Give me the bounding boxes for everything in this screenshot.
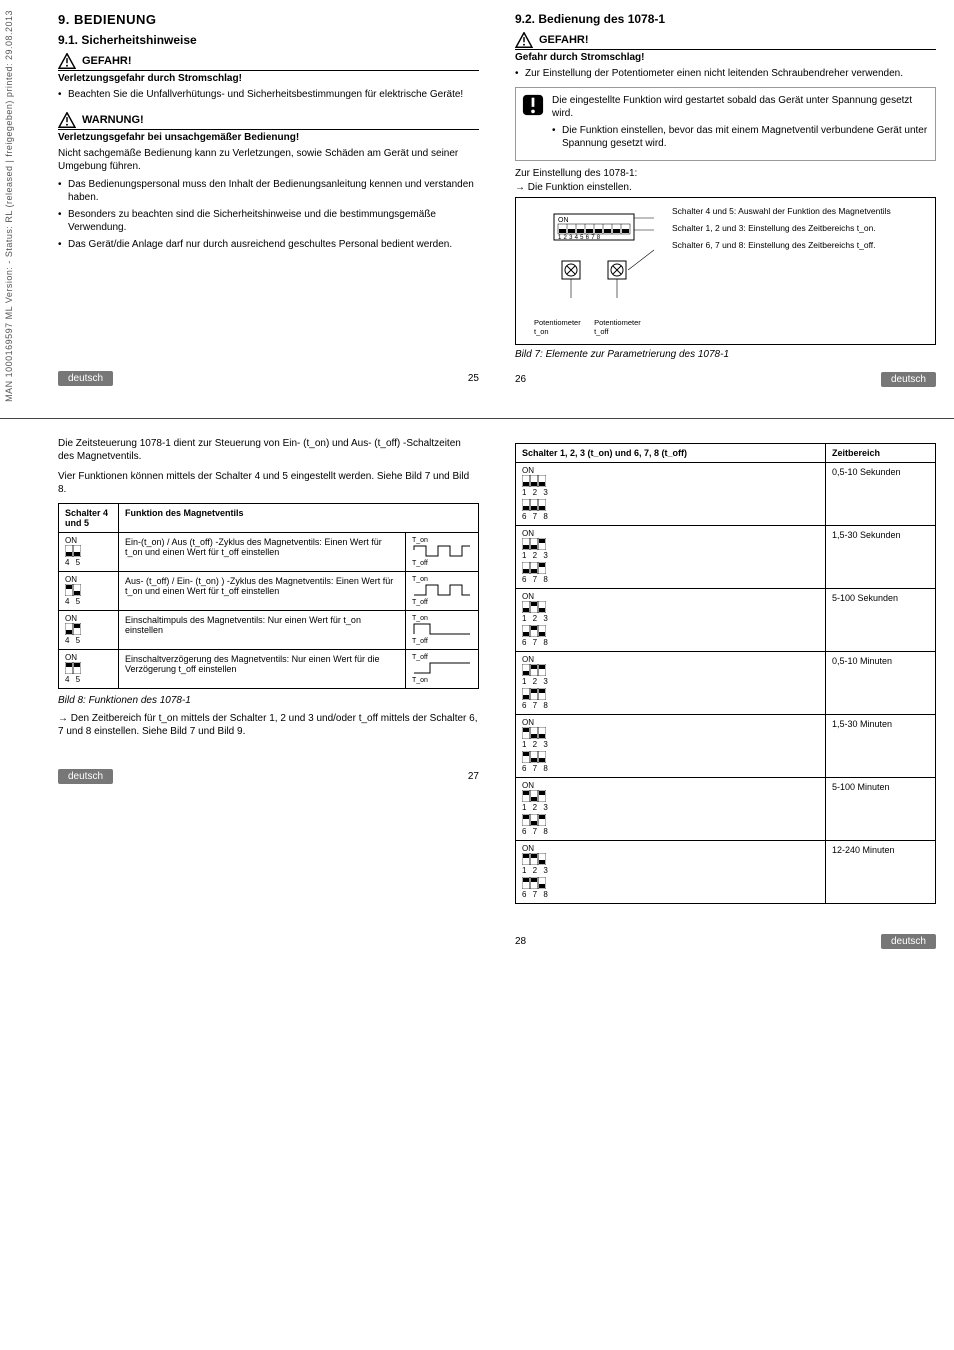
page-number: 27	[468, 771, 479, 782]
table-cell-range: 5-100 Sekunden	[826, 588, 936, 651]
table-cell-waveform: T_offT_on	[406, 649, 479, 688]
warning-box-25: WARNUNG!	[58, 112, 479, 130]
table-cell-desc: Ein-(t_on) / Aus (t_off) -Zyklus des Mag…	[119, 532, 406, 571]
list-item: Die Funktion einstellen, bevor das mit e…	[552, 124, 929, 151]
time-range-table: Schalter 1, 2, 3 (t_on) und 6, 7, 8 (t_o…	[515, 443, 936, 904]
info-icon	[522, 94, 544, 116]
table-cell-dip: ON4 5	[59, 571, 119, 610]
lang-pill: deutsch	[58, 371, 113, 386]
table-cell-waveform: T_onT_off	[406, 610, 479, 649]
th-funktion: Funktion des Magnetventils	[119, 503, 479, 532]
table-cell-dip-pair: ON1 2 3 6 7 8	[516, 840, 826, 903]
table-cell-dip: ON4 5	[59, 649, 119, 688]
arrow-step: → Die Funktion einstellen.	[515, 182, 936, 193]
note-body: Die eingestellte Funktion wird gestartet…	[552, 94, 929, 121]
table-cell-range: 1,5-30 Minuten	[826, 714, 936, 777]
callout-2: Schalter 1, 2 und 3: Einstellung des Zei…	[672, 223, 891, 234]
footer-28: 28 deutsch	[515, 934, 936, 949]
list-item: Beachten Sie die Unfallverhütungs- und S…	[58, 88, 479, 102]
list-item: Besonders zu beachten sind die Sicherhei…	[58, 208, 479, 235]
table-cell-range: 12-240 Minuten	[826, 840, 936, 903]
note-box-26: Die eingestellte Funktion wird gestartet…	[515, 87, 936, 161]
danger-subtitle-26: Gefahr durch Stromschlag!	[515, 52, 936, 63]
footer-27: deutsch 27	[58, 769, 479, 784]
table-cell-desc: Einschaltverzögerung des Magnetventils: …	[119, 649, 406, 688]
pot-on-label: Potentiometer t_on	[534, 318, 594, 336]
th-schalter-28: Schalter 1, 2, 3 (t_on) und 6, 7, 8 (t_o…	[516, 443, 826, 462]
callout-3: Schalter 6, 7 und 8: Einstellung des Zei…	[672, 240, 891, 251]
page-28: Schalter 1, 2, 3 (t_on) und 6, 7, 8 (t_o…	[497, 425, 954, 961]
warning-list-25: Das Bedienungspersonal muss den Inhalt d…	[58, 178, 479, 252]
function-table: Schalter 4 und 5 Funktion des Magnetvent…	[58, 503, 479, 689]
section-9-title: 9. BEDIENUNG	[58, 12, 479, 27]
section-9-2-title: 9.2. Bedienung des 1078-1	[515, 12, 936, 26]
danger-title: GEFAHR!	[539, 34, 589, 46]
danger-box-25: GEFAHR!	[58, 53, 479, 71]
callout-1: Schalter 4 und 5: Auswahl der Funktion d…	[672, 206, 891, 217]
table-cell-desc: Einschaltimpuls des Magnetventils: Nur e…	[119, 610, 406, 649]
danger-icon	[515, 32, 533, 48]
table-cell-dip: ON4 5	[59, 532, 119, 571]
intro-2: Vier Funktionen können mittels der Schal…	[58, 470, 479, 497]
danger-box-26: GEFAHR!	[515, 32, 936, 50]
sidebar-vertical-text: MAN 1000169597 ML Version: - Status: RL …	[0, 0, 40, 412]
footer-26: 26 deutsch	[515, 372, 936, 387]
config-heading: Zur Einstellung des 1078-1:	[515, 167, 936, 181]
table-cell-waveform: T_onT_off	[406, 532, 479, 571]
table-cell-dip-pair: ON1 2 3 6 7 8	[516, 588, 826, 651]
lang-pill: deutsch	[881, 372, 936, 387]
table-cell-range: 0,5-10 Sekunden	[826, 462, 936, 525]
table-cell-dip-pair: ON1 2 3 6 7 8	[516, 651, 826, 714]
footer-25: deutsch 25	[58, 371, 479, 386]
table-cell-dip-pair: ON1 2 3 6 7 8	[516, 777, 826, 840]
danger-list-26: Zur Einstellung der Potentiometer einen …	[515, 67, 936, 81]
danger-icon	[58, 53, 76, 69]
page-number: 25	[468, 373, 479, 384]
figure-7-box: ON 12345678	[515, 197, 936, 345]
table-cell-desc: Aus- (t_off) / Ein- (t_on) ) -Zyklus des…	[119, 571, 406, 610]
list-item: Zur Einstellung der Potentiometer einen …	[515, 67, 936, 81]
page-number: 28	[515, 936, 526, 947]
intro-1: Die Zeitsteuerung 1078-1 dient zur Steue…	[58, 437, 479, 464]
table-cell-dip-pair: ON1 2 3 6 7 8	[516, 462, 826, 525]
table-cell-range: 5-100 Minuten	[826, 777, 936, 840]
list-item: Das Bedienungspersonal muss den Inhalt d…	[58, 178, 479, 205]
danger-list-25: Beachten Sie die Unfallverhütungs- und S…	[58, 88, 479, 102]
lang-pill: deutsch	[881, 934, 936, 949]
device-diagram: ON 12345678	[524, 206, 664, 316]
page-number: 26	[515, 374, 526, 385]
table-cell-range: 0,5-10 Minuten	[826, 651, 936, 714]
table-cell-dip: ON4 5	[59, 610, 119, 649]
table-cell-dip-pair: ON1 2 3 6 7 8	[516, 714, 826, 777]
table-cell-waveform: T_onT_off	[406, 571, 479, 610]
danger-subtitle: Verletzungsgefahr durch Stromschlag!	[58, 73, 479, 84]
page-27: Die Zeitsteuerung 1078-1 dient zur Steue…	[40, 425, 497, 961]
section-9-1-title: 9.1. Sicherheitshinweise	[58, 33, 479, 47]
th-zeitbereich: Zeitbereich	[826, 443, 936, 462]
danger-title: GEFAHR!	[82, 55, 132, 67]
warning-subtitle: Verletzungsgefahr bei unsachgemäßer Bedi…	[58, 132, 479, 143]
pot-off-label: Potentiometer t_off	[594, 318, 654, 336]
svg-text:12345678: 12345678	[558, 235, 602, 241]
list-item: Das Gerät/die Anlage darf nur durch ausr…	[58, 238, 479, 252]
svg-text:ON: ON	[558, 217, 569, 224]
figure-8-caption: Bild 8: Funktionen des 1078-1	[58, 695, 479, 706]
warning-icon	[58, 112, 76, 128]
lang-pill: deutsch	[58, 769, 113, 784]
page-26: 9.2. Bedienung des 1078-1 GEFAHR! Gefahr…	[497, 0, 954, 412]
th-schalter: Schalter 4 und 5	[59, 503, 119, 532]
warning-title: WARNUNG!	[82, 114, 144, 126]
after-text: → Den Zeitbereich für t_on mittels der S…	[58, 712, 479, 739]
warning-body: Nicht sachgemäße Bedienung kann zu Verle…	[58, 147, 479, 174]
table-cell-range: 1,5-30 Sekunden	[826, 525, 936, 588]
figure-7-caption: Bild 7: Elemente zur Parametrierung des …	[515, 349, 936, 360]
page-25: 9. BEDIENUNG 9.1. Sicherheitshinweise GE…	[40, 0, 497, 412]
table-cell-dip-pair: ON1 2 3 6 7 8	[516, 525, 826, 588]
